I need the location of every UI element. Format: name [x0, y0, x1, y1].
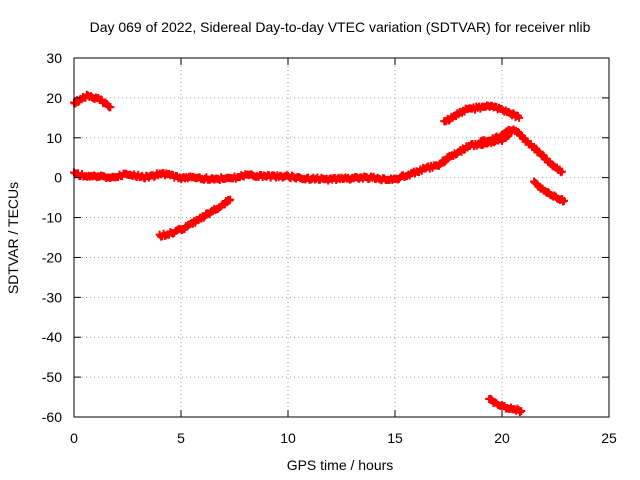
series-arc-4: [440, 101, 524, 126]
data-point: [515, 113, 524, 122]
x-tick-label: 20: [494, 430, 510, 446]
series-arc-6: [523, 137, 566, 177]
x-tick-label: 15: [387, 430, 403, 446]
data-point: [557, 167, 566, 176]
y-tick-label: 10: [46, 130, 62, 146]
y-ticks: 30 20 10 0 -10 -20 -30 -40 -50 -60: [42, 50, 609, 425]
series-arc-3: [155, 195, 235, 241]
y-tick-label: 0: [54, 170, 62, 186]
y-tick-label: -10: [42, 210, 62, 226]
x-tick-label: 5: [177, 430, 185, 446]
y-axis-label: SDTVAR / TECUs: [5, 182, 21, 294]
x-tick-label: 25: [601, 430, 617, 446]
x-tick-label: 10: [280, 430, 296, 446]
x-ticks: 0 5 10 15 20 25: [70, 58, 617, 446]
data-point: [106, 103, 115, 112]
grid: [74, 58, 609, 417]
data-point: [226, 195, 235, 204]
x-tick-label: 0: [70, 430, 78, 446]
series-arc-7: [530, 177, 569, 206]
y-tick-label: 30: [46, 50, 62, 66]
data-point: [515, 408, 524, 417]
y-tick-label: -60: [42, 409, 62, 425]
series-arc-8: [485, 394, 526, 417]
data-point: [560, 196, 569, 205]
x-axis-label: GPS time / hours: [287, 457, 394, 473]
y-tick-label: -20: [42, 249, 62, 265]
y-tick-label: -50: [42, 369, 62, 385]
plot-frame: [73, 57, 610, 418]
series-arc-1: [70, 90, 115, 112]
data-point: [225, 196, 234, 205]
data-point: [440, 157, 449, 166]
chart-title: Day 069 of 2022, Sidereal Day-to-day VTE…: [90, 19, 591, 35]
series-arc-2: [70, 131, 513, 185]
y-tick-label: -30: [42, 289, 62, 305]
data-point: [517, 407, 526, 416]
y-tick-label: 20: [46, 90, 62, 106]
y-tick-label: -40: [42, 329, 62, 345]
series-arc-5: [476, 125, 530, 147]
data-marks: [70, 90, 569, 417]
